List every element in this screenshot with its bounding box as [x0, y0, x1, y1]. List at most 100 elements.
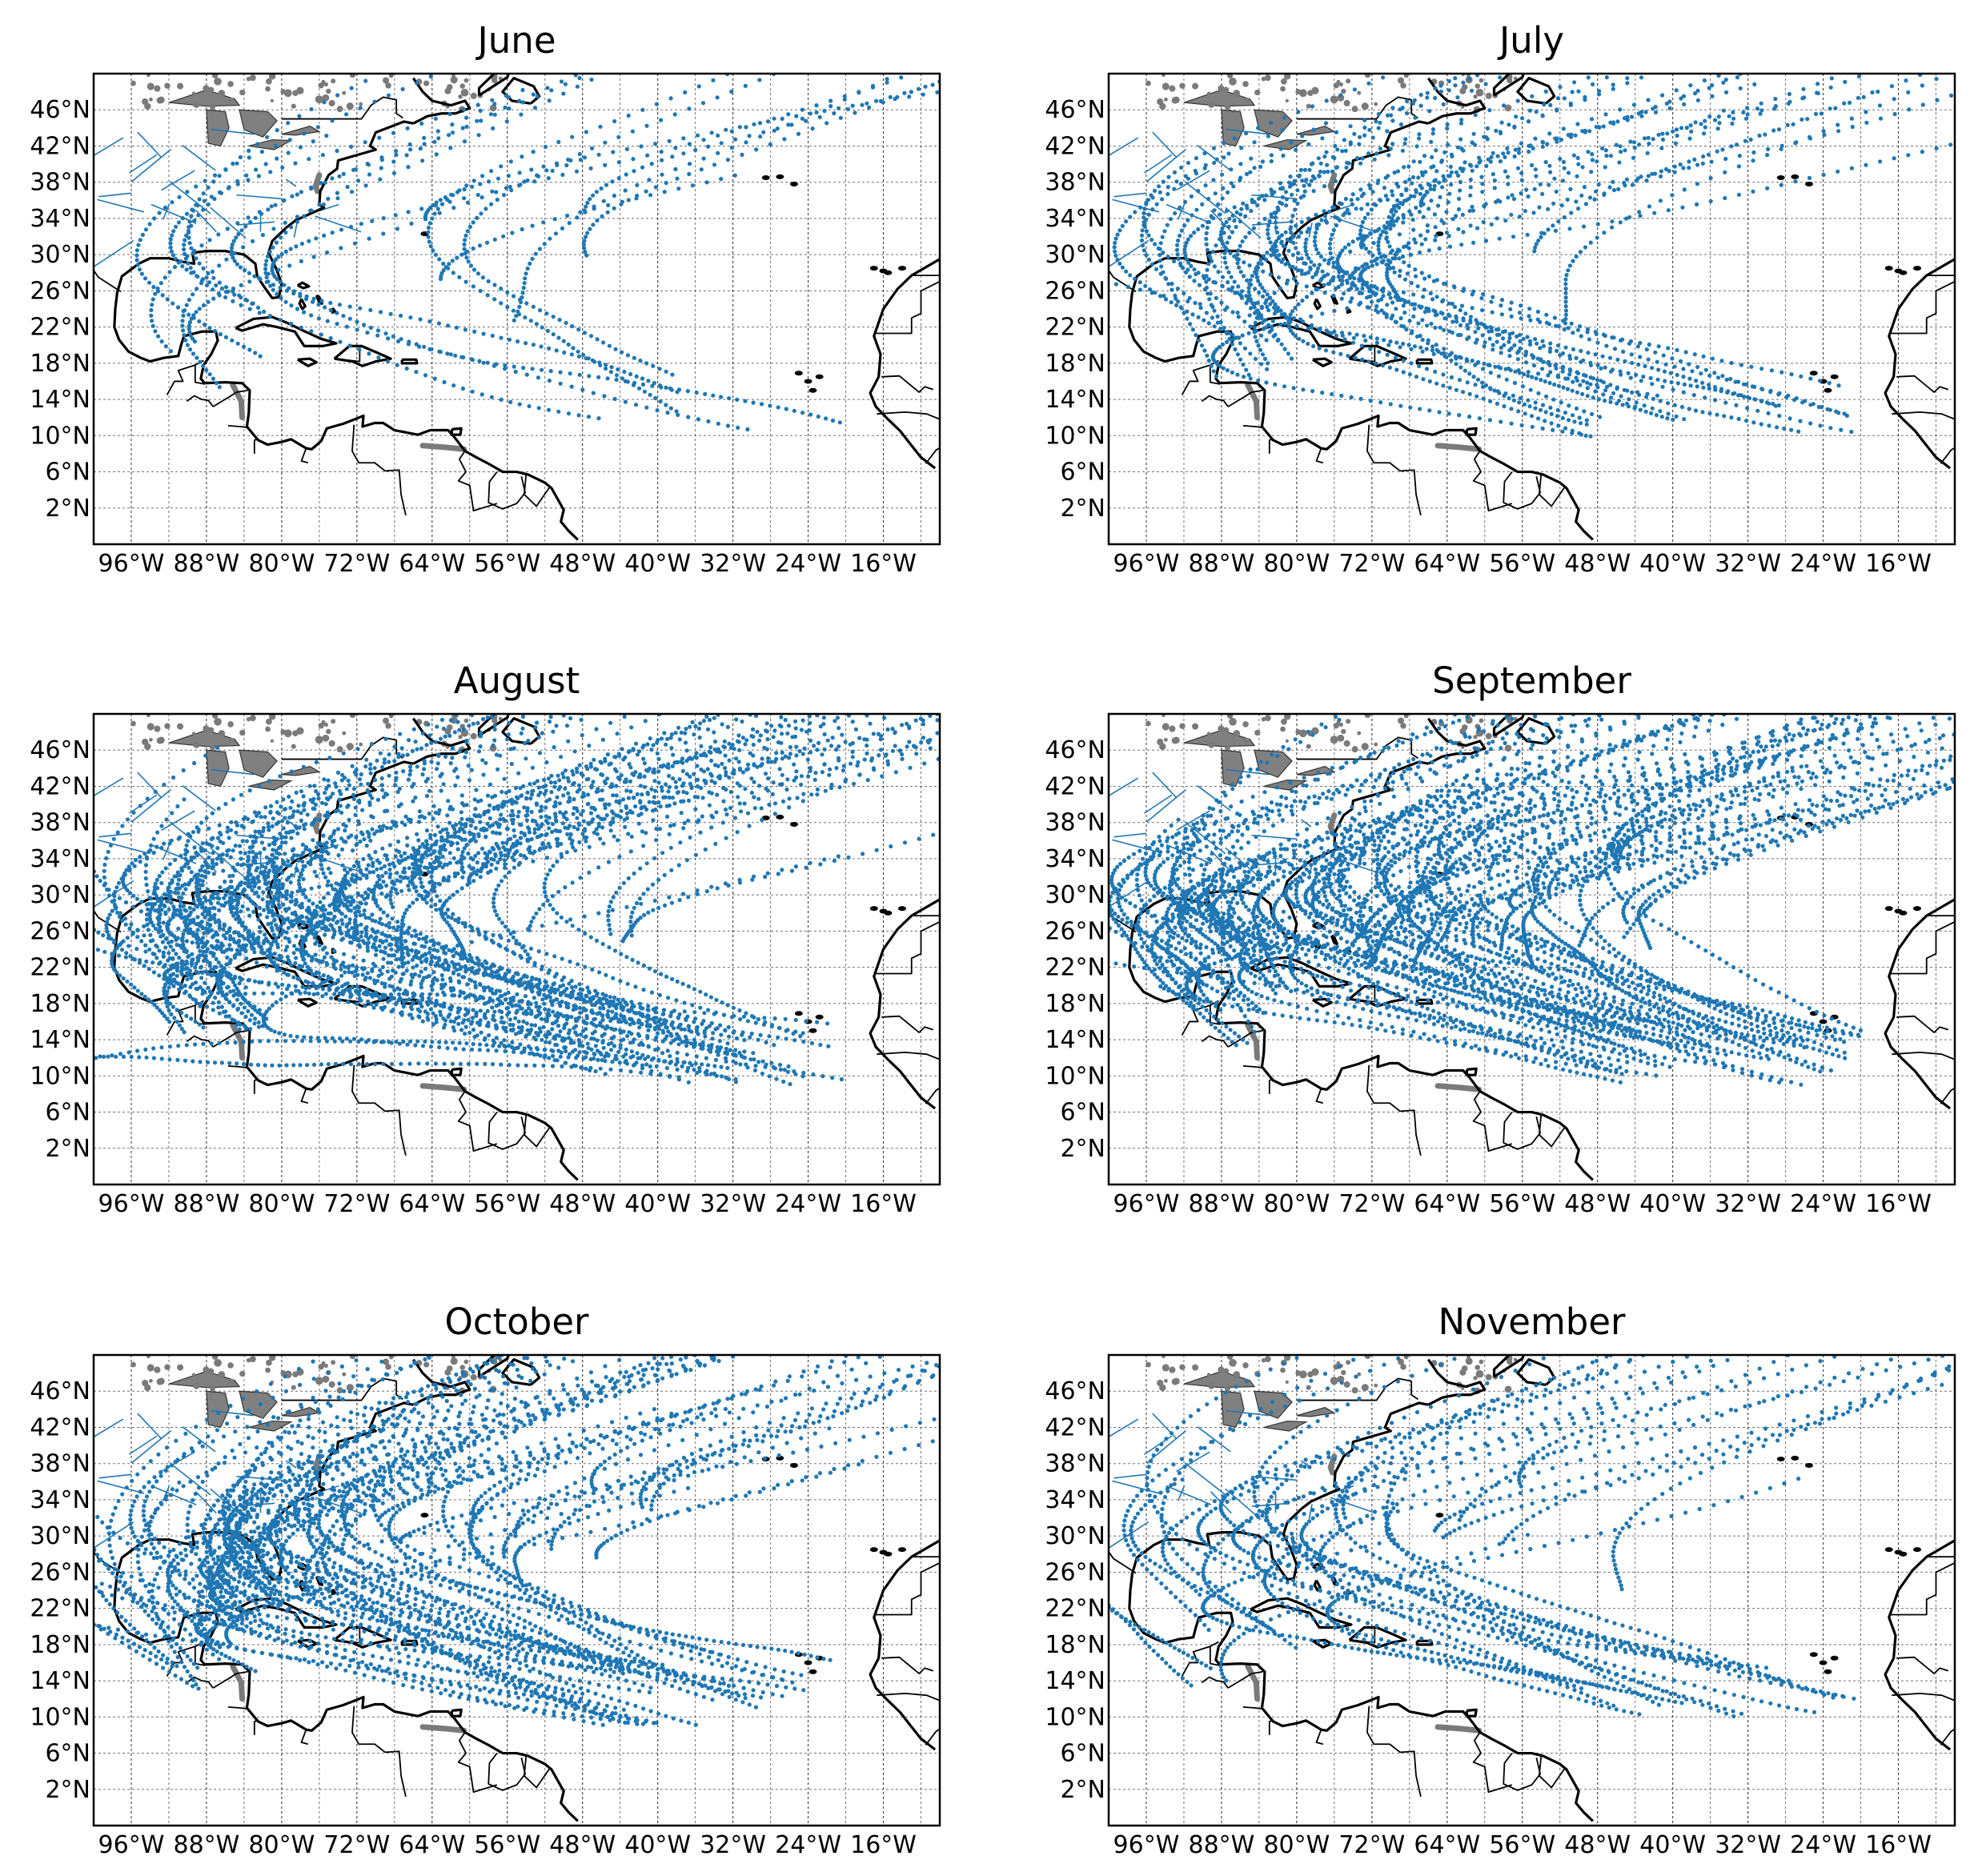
track-point: [1230, 333, 1235, 338]
track-point: [765, 119, 771, 124]
track-point: [355, 984, 359, 989]
track-point: [1595, 340, 1600, 345]
track-point: [1543, 159, 1548, 165]
track-point: [1252, 200, 1257, 205]
track-point: [1536, 371, 1541, 376]
track-point: [1210, 249, 1215, 255]
track-point: [603, 162, 608, 167]
track-point: [1647, 204, 1652, 209]
track-point: [160, 293, 165, 298]
track-point: [588, 811, 594, 816]
country-border: [1109, 269, 1137, 293]
track-point: [1376, 240, 1381, 245]
track-point: [1574, 406, 1579, 411]
track-point: [1430, 127, 1436, 132]
track-point: [1214, 374, 1218, 379]
track-point: [517, 402, 522, 407]
track-point: [360, 808, 365, 812]
track-point: [1336, 267, 1341, 272]
track-point: [149, 313, 154, 318]
small-lake: [1343, 99, 1350, 106]
track-point: [1566, 326, 1571, 331]
track-point: [603, 1054, 608, 1059]
track-point: [320, 153, 325, 158]
track-point: [530, 256, 535, 262]
track-point: [1559, 203, 1564, 208]
track-point: [1306, 256, 1311, 261]
track-point: [1436, 203, 1441, 208]
track-point: [1499, 312, 1504, 317]
track-point: [768, 403, 772, 408]
track-point: [1382, 186, 1387, 190]
track-point: [1502, 343, 1507, 347]
small-lake: [1459, 87, 1466, 94]
track-point: [541, 220, 546, 225]
track-point: [1273, 302, 1278, 307]
panel-title: August: [454, 659, 580, 702]
track-point: [1234, 210, 1239, 214]
track-point: [1540, 367, 1545, 371]
track-point: [789, 122, 794, 127]
track-point: [1350, 280, 1355, 285]
small-lake: [164, 82, 171, 89]
track-point: [1157, 184, 1162, 189]
track-point: [1158, 247, 1162, 251]
track-point: [1170, 281, 1174, 287]
track-point: [1658, 399, 1663, 403]
track-point: [491, 1013, 496, 1018]
track-point: [560, 226, 565, 230]
track-point: [1190, 312, 1195, 317]
lat-tick-label: 10°N: [1045, 422, 1105, 450]
track-point: [808, 412, 813, 417]
track-point: [136, 243, 141, 247]
track-point: [1262, 254, 1266, 259]
track-point: [829, 98, 833, 103]
track-point: [1827, 381, 1832, 386]
track-point: [1362, 262, 1367, 267]
track-point: [1369, 259, 1374, 264]
island: [815, 1014, 824, 1020]
track-point: [1235, 311, 1240, 315]
track-point: [664, 385, 668, 390]
track-point: [1553, 228, 1558, 233]
track-point: [491, 743, 496, 748]
track-point: [1525, 232, 1530, 237]
track-point: [1222, 141, 1226, 146]
small-lake: [445, 105, 450, 109]
track-point: [1771, 128, 1776, 133]
track-point: [635, 182, 640, 187]
track-point: [1264, 380, 1269, 385]
track-point: [1563, 277, 1568, 282]
track-point: [1499, 351, 1503, 355]
track-point: [745, 1019, 751, 1024]
track-point: [1584, 422, 1589, 427]
track-point: [1331, 264, 1336, 269]
track-point: [168, 241, 173, 246]
track-point: [752, 122, 756, 126]
track-point: [426, 230, 431, 234]
track-point: [1428, 186, 1433, 191]
track-point: [1385, 270, 1390, 275]
track-point: [1350, 202, 1354, 206]
track-point: [162, 782, 167, 788]
track-point: [435, 767, 439, 772]
track-point: [1337, 218, 1342, 222]
track-point: [1334, 287, 1338, 291]
track-point: [1789, 427, 1794, 432]
track-point: [719, 395, 724, 399]
track-point: [434, 152, 439, 157]
track-point: [218, 332, 223, 337]
track-point: [159, 339, 164, 344]
track-point: [120, 824, 125, 828]
track-point: [1495, 332, 1500, 337]
track-point: [1376, 299, 1381, 303]
track-point: [812, 744, 816, 748]
track-point: [1505, 146, 1510, 150]
track-point: [1628, 339, 1634, 344]
track-point: [1392, 170, 1397, 175]
small-lake: [388, 714, 394, 719]
track-point: [1630, 360, 1635, 366]
track-point: [1252, 140, 1257, 145]
track-point: [1144, 253, 1149, 258]
track-point: [1659, 169, 1663, 174]
